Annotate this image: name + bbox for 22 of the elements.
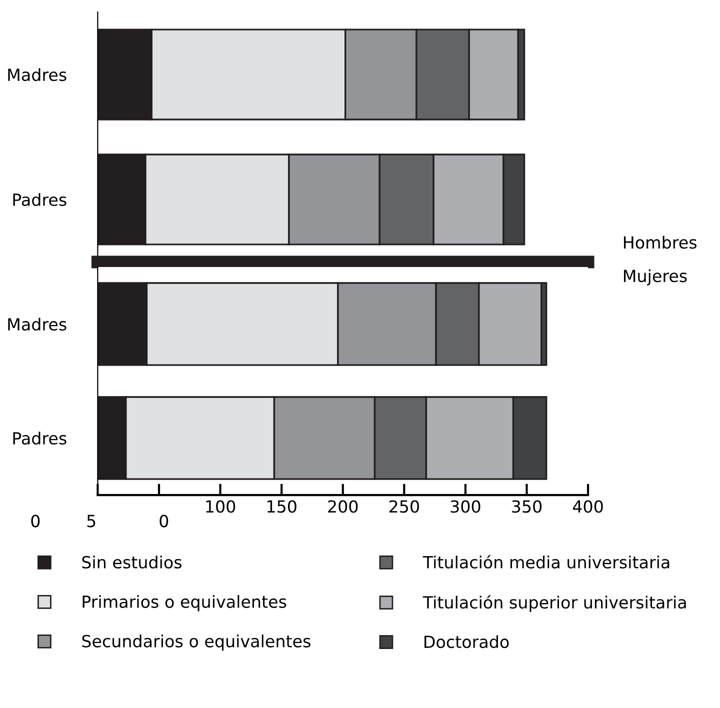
y-tick-label: Madres <box>8 68 66 82</box>
legend-label: Primarios o equivalentes <box>82 595 286 612</box>
x-tick-label: 100 <box>206 500 236 513</box>
y-tick-label: Madres <box>8 318 66 331</box>
x-tick-label: 150 <box>268 500 296 513</box>
text: 0 <box>160 514 168 528</box>
legend-label: Titulación superior universitaria <box>422 595 686 612</box>
x-tick-label: 400 <box>572 500 603 513</box>
legend-label: Titulación media universitaria <box>422 554 670 569</box>
text: 0 <box>31 514 40 528</box>
x-tick-label: 300 <box>450 500 480 513</box>
x-tick-label: 350 <box>512 500 542 513</box>
y-tick-label: Padres <box>13 432 66 445</box>
x-tick-label: 200 <box>328 500 358 513</box>
text: 5 <box>87 514 96 528</box>
legend-label: Secundarios o equivalentes <box>82 634 310 651</box>
x-tick-label: 250 <box>389 500 419 513</box>
text: Mujeres <box>624 269 687 286</box>
text: Hombres <box>624 236 696 249</box>
legend-label: Doctorado <box>424 635 509 648</box>
y-tick-label: Padres <box>13 193 66 206</box>
legend-label: Sin estudios <box>82 556 182 569</box>
